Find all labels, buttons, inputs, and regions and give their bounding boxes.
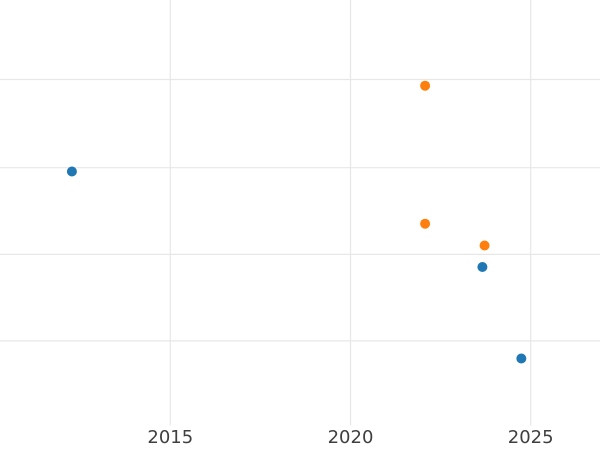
x-tick-label-2020: 2020 <box>327 427 374 448</box>
data-point-blue <box>477 262 488 272</box>
data-point-blue <box>516 353 527 364</box>
data-point-blue <box>66 166 77 177</box>
data-point-orange <box>479 240 490 251</box>
x-tick-label-2025: 2025 <box>507 427 554 448</box>
data-point-orange <box>420 80 431 91</box>
x-tick-label-2015: 2015 <box>147 427 194 448</box>
data-point-orange <box>420 218 431 229</box>
